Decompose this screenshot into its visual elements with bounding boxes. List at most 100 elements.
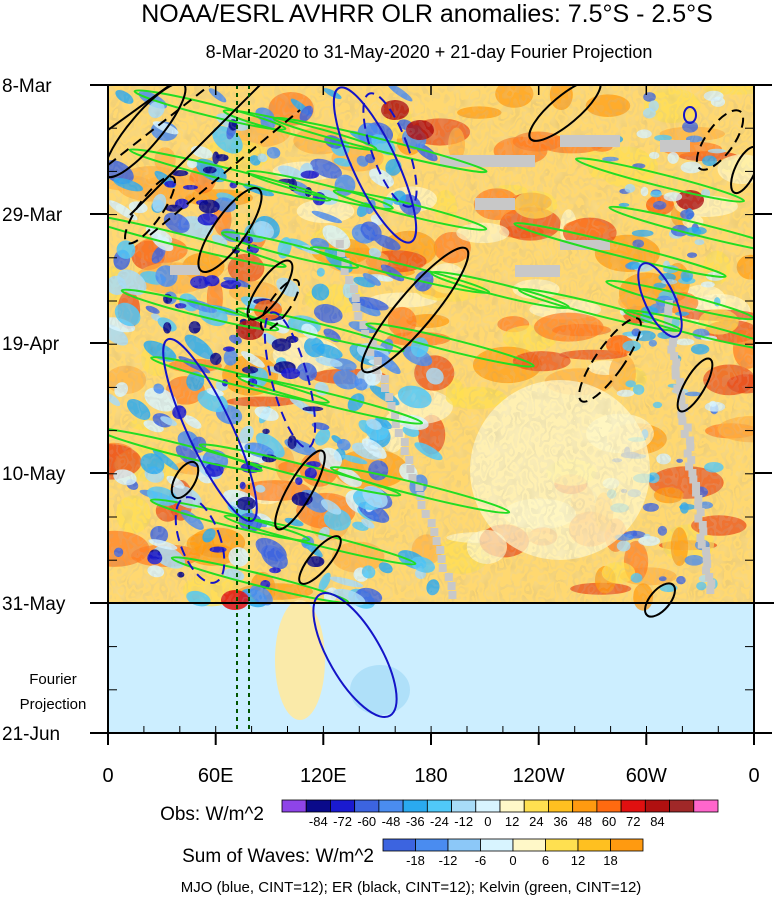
missing-data-cell (683, 423, 692, 432)
colorbar-tick-label: 48 (578, 814, 592, 829)
colorbar-tick-label: -72 (333, 814, 352, 829)
colorbar-swatch (281, 799, 307, 813)
missing-data-bar (440, 155, 535, 167)
colorbar-swatch (693, 799, 719, 813)
missing-data-cell (702, 566, 711, 575)
er-contour (197, 187, 263, 273)
missing-data-cell (432, 537, 441, 545)
colorbar-tick-label: 12 (505, 814, 519, 829)
missing-data-cell (687, 456, 696, 464)
kelvin-contour (574, 157, 746, 203)
colorbar-swatch (577, 838, 611, 852)
x-tick-label: 60E (198, 765, 234, 787)
colorbar-tick-label: 0 (509, 853, 516, 868)
colorbar-swatch (378, 799, 404, 813)
kelvin-contour (108, 427, 263, 473)
waves-colorbar: -18 -12 -6 0 6 12 18 (382, 838, 644, 868)
x-axis: 0 60E 120E 180 120W 60W 0 (102, 85, 760, 787)
missing-data-bar (560, 135, 620, 147)
missing-data-cell (373, 357, 382, 365)
y-tick-label: 10-May (2, 464, 66, 485)
mjo-contour (637, 262, 683, 338)
kelvin-contour (608, 205, 754, 255)
y-tick-label: 19-Apr (2, 334, 60, 355)
olr-anomaly-field (108, 85, 754, 733)
mjo-contour (312, 592, 398, 718)
y-tick-label: 8-Mar (2, 76, 52, 97)
missing-data-cell (677, 397, 686, 406)
y-tick-label: 29-Mar (2, 205, 63, 226)
colorbar-tick-label: -24 (430, 814, 449, 829)
colorbar-tick-label: 18 (603, 853, 617, 868)
colorbar-swatch (596, 799, 622, 813)
colorbar-tick-label: -84 (309, 814, 328, 829)
missing-data-cell (349, 285, 358, 293)
missing-data-cell (699, 527, 708, 536)
colorbar-tick-label: -12 (439, 853, 458, 868)
kelvin-contour (365, 322, 535, 368)
colorbar-swatch (610, 838, 644, 852)
er-contour-line (108, 85, 211, 166)
missing-data-cell (391, 420, 400, 428)
missing-data-cell (421, 510, 430, 518)
missing-data-cell (366, 348, 375, 356)
colorbar-swatch (620, 799, 646, 813)
missing-data-cell (361, 330, 370, 338)
missing-data-cell (702, 553, 711, 562)
obs-colorbar-label: Obs: W/m^2 (160, 804, 264, 825)
colorbar-tick-label: 12 (571, 853, 585, 868)
kelvin-contour (133, 89, 287, 131)
mjo-contour (174, 496, 226, 584)
missing-data-cell (707, 579, 716, 588)
missing-data-cell (444, 573, 453, 581)
kelvin-contour (309, 246, 491, 294)
colorbar-tick-label: 72 (626, 814, 640, 829)
colorbar-tick-label: 60 (602, 814, 616, 829)
colorbar-tick-label: -6 (475, 853, 487, 868)
missing-data-bar (560, 240, 610, 250)
missing-data-bar (515, 265, 560, 277)
missing-data-cell (696, 508, 705, 516)
missing-data-cell (351, 294, 360, 302)
missing-data-cell (359, 321, 368, 329)
er-contour (578, 317, 642, 403)
kelvin-contour (128, 148, 332, 202)
er-contour (730, 145, 754, 195)
missing-data-cell (448, 591, 457, 599)
kelvin-contour (236, 375, 424, 425)
missing-data-cell (430, 528, 439, 536)
mjo-contour (362, 92, 418, 208)
colorbar-tick-label: 36 (553, 814, 567, 829)
colorbar-swatch (382, 838, 416, 852)
colorbar-swatch (426, 799, 452, 813)
missing-data-cell (427, 519, 436, 527)
missing-data-cell (680, 404, 689, 412)
missing-data-cell (345, 276, 354, 284)
x-tick-label: 120E (300, 765, 347, 787)
missing-data-cell (694, 501, 703, 510)
missing-data-cell (335, 240, 344, 248)
kelvin-contour (272, 116, 488, 174)
chart-title: NOAA/ESRL AVHRR OLR anomalies: 7.5°S - 2… (141, 0, 713, 28)
er-contour (695, 109, 745, 171)
kelvin-contour (108, 212, 287, 268)
footer-legend: MJO (blue, CINT=12); ER (black, CINT=12)… (181, 879, 642, 896)
missing-data-cell (685, 462, 694, 471)
projection-background (108, 603, 754, 733)
projection-cool-patch (350, 665, 410, 715)
missing-data-cell (336, 249, 345, 257)
colorbar-tick-label: 6 (542, 853, 549, 868)
er-contour (676, 357, 714, 413)
waves-colorbar-label: Sum of Waves: W/m^2 (182, 846, 374, 867)
missing-data-cell (368, 339, 377, 347)
missing-data-cell (408, 474, 417, 482)
x-tick-label: 60W (626, 765, 667, 787)
colorbar-swatch (572, 799, 598, 813)
missing-data-cell (664, 306, 673, 315)
colorbar-tick-label: -12 (454, 814, 473, 829)
missing-data-cell (387, 402, 396, 410)
missing-data-cell (702, 547, 711, 555)
missing-data-cell (436, 546, 445, 554)
missing-data-cell (406, 465, 415, 473)
